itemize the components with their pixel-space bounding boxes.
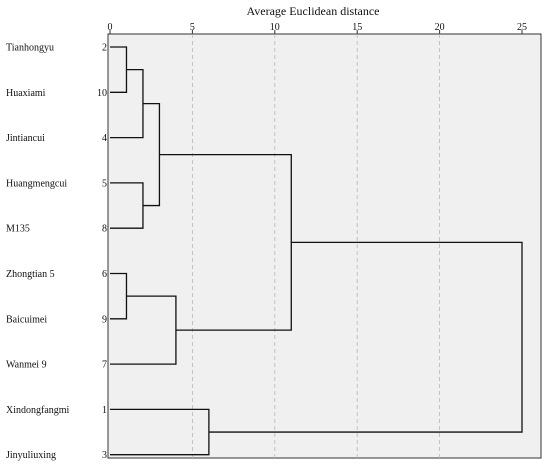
cluster-link: [208, 241, 523, 433]
leaf-labels: Tianhongyu 2 Huaxiami 10 Jintiancui 4 Huangmen…: [6, 43, 107, 462]
leaf-id: 9: [102, 314, 107, 325]
leaf-id: 10: [97, 88, 107, 99]
x-tick-label: 10: [270, 22, 280, 33]
leaf-name: Tianhongyu: [6, 43, 54, 54]
grid-lines: [191, 34, 441, 458]
x-tick-label: 25: [517, 22, 527, 33]
leaf-name: Baicuimei: [6, 314, 47, 325]
dendrogram-links: [110, 46, 523, 456]
leaf-name: Jintiancui: [6, 133, 45, 144]
leaf-id: 1: [102, 405, 107, 416]
leaf-name: Jinyuliuxing: [6, 450, 56, 461]
leaf-id: 6: [102, 269, 107, 280]
leaf-id: 2: [102, 43, 107, 54]
plot-frame: [107, 33, 542, 459]
leaf-id: 5: [102, 178, 107, 189]
x-tick-label: 15: [352, 22, 362, 33]
x-tick-label: 5: [190, 22, 195, 33]
leaf-id: 7: [102, 360, 107, 371]
x-axis: 0 5 10 15 20 25: [108, 22, 527, 34]
leaf-name: Huangmengcui: [6, 178, 67, 189]
leaf-id: 8: [102, 224, 107, 235]
axis-title: Average Euclidean distance: [246, 4, 379, 18]
leaf-id: 3: [102, 450, 107, 461]
x-tick-label: 20: [435, 22, 445, 33]
leaf-name: M135: [6, 224, 30, 235]
leaf-id: 4: [102, 133, 107, 144]
leaf-name: Wanmei 9: [6, 360, 47, 371]
leaf-name: Huaxiami: [6, 88, 46, 99]
leaf-name: Zhongtian 5: [6, 269, 55, 280]
x-tick-label: 0: [108, 22, 113, 33]
leaf-name: Xindongfangmi: [6, 405, 70, 416]
